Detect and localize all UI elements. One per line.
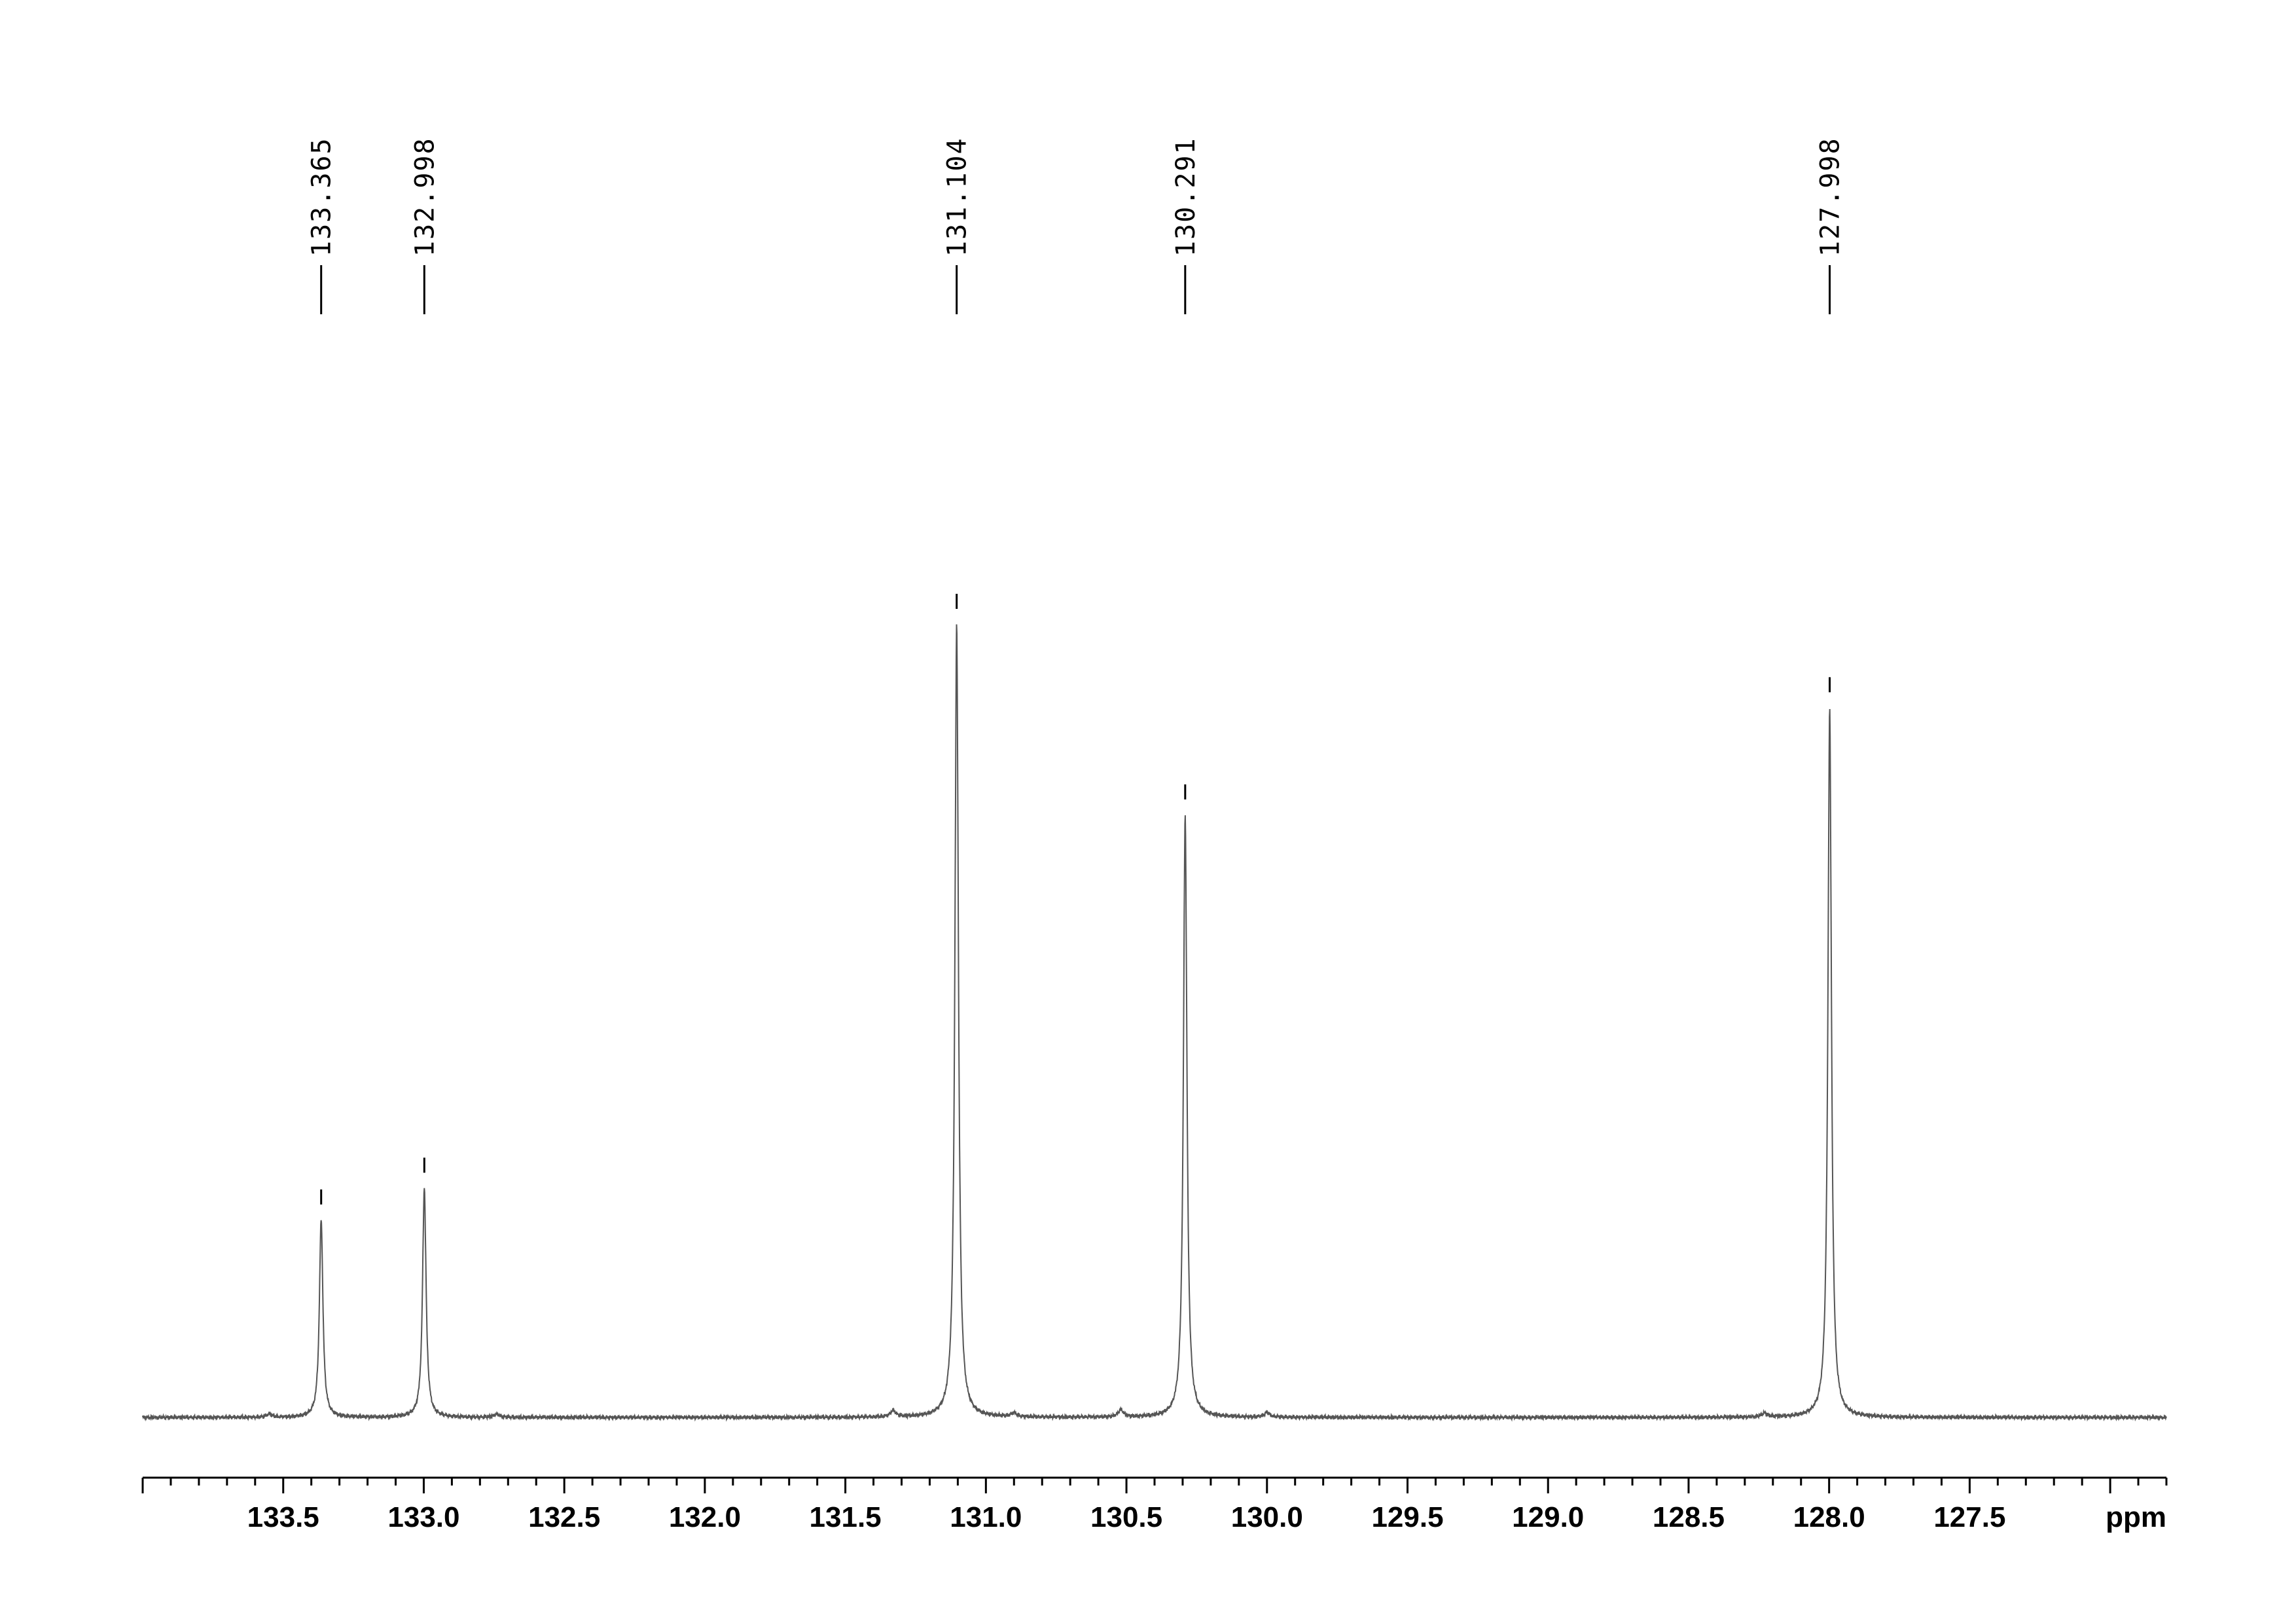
x-axis-unit-label: ppm: [2106, 1501, 2166, 1533]
x-tick-label: 130.0: [1231, 1501, 1303, 1533]
x-tick-label: 129.0: [1512, 1501, 1584, 1533]
x-tick-label: 130.5: [1090, 1501, 1162, 1533]
peak-label: 131.104: [942, 137, 973, 257]
x-tick-label: 131.5: [810, 1501, 882, 1533]
x-tick-label: 132.5: [528, 1501, 600, 1533]
x-tick-label: 131.0: [950, 1501, 1022, 1533]
peak-label: 132.998: [410, 137, 440, 257]
spectrum-trace-group: [142, 624, 2167, 1422]
x-tick-label: 128.5: [1653, 1501, 1725, 1533]
x-tick-label: 133.0: [387, 1501, 459, 1533]
peak-label-group: 133.365 132.998 131.104 130.291 127.998: [307, 137, 1846, 1205]
x-axis: 133.5 133.0 132.5 132.0 131.5 131.0 130.5 130.0…: [141, 1476, 2168, 1533]
x-tick-label: 127.5: [1933, 1501, 2005, 1533]
x-tick-label: 129.5: [1371, 1501, 1443, 1533]
spectrum-line: [142, 624, 2167, 1422]
x-tick-label: 133.5: [247, 1501, 319, 1533]
x-tick-label: 132.0: [669, 1501, 741, 1533]
peak-label: 133.365: [307, 137, 337, 257]
x-tick-label: 128.0: [1793, 1501, 1865, 1533]
peak-label: 127.998: [1816, 137, 1846, 257]
peak-label: 130.291: [1171, 137, 1201, 257]
